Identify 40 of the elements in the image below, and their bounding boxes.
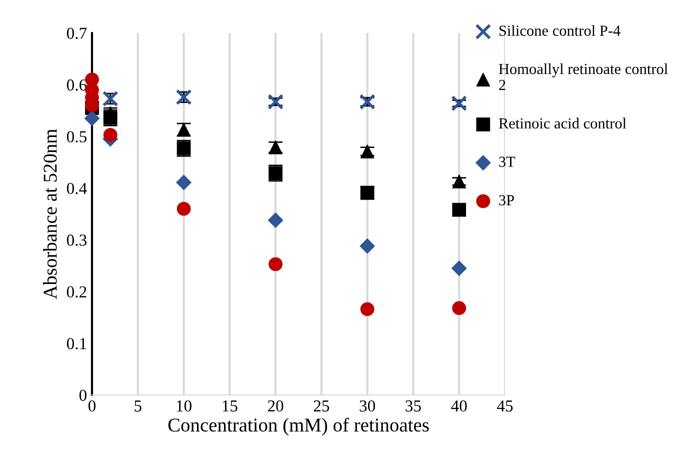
- y-tick-label: 0.3: [66, 234, 86, 246]
- point: [268, 212, 284, 228]
- point: [268, 257, 282, 272]
- y-axis-title: Absorbance at 520nm: [43, 128, 57, 300]
- x-tick-label: 15: [222, 400, 238, 412]
- point: [84, 110, 100, 126]
- x-tick-label: 35: [406, 400, 421, 412]
- point: [103, 128, 118, 142]
- legend-label: Homoallyl retinoate control 2: [498, 63, 668, 90]
- x-tick-label: 20: [268, 400, 284, 412]
- point: [268, 94, 284, 110]
- x-tick-label: 5: [134, 400, 142, 412]
- point: [359, 94, 376, 110]
- point: [360, 302, 374, 316]
- x-tick-label: 0: [88, 400, 96, 412]
- x-tick-label: 25: [314, 400, 330, 412]
- x-tick-label: 45: [496, 400, 513, 412]
- y-tick-label: 0.7: [66, 28, 87, 40]
- point: [360, 238, 375, 254]
- point: [451, 95, 468, 112]
- point: [452, 202, 466, 217]
- x-tick-label: 30: [360, 400, 376, 412]
- x-tick-label: 10: [176, 400, 192, 412]
- point: [176, 202, 191, 216]
- point: [452, 174, 466, 188]
- y-tick-label: 0.5: [66, 131, 86, 142]
- y-tick-label: 0.4: [66, 182, 87, 194]
- x-tick-label: 40: [451, 400, 467, 412]
- legend-label: Retinoic acid control: [498, 118, 626, 129]
- legend-label: Silicone control P-4: [499, 25, 620, 36]
- point: [360, 144, 374, 158]
- point: [176, 174, 192, 190]
- legend-label: 3T: [499, 156, 516, 167]
- y-tick-label: 0.1: [66, 338, 86, 350]
- legend-label: 3P: [499, 195, 514, 206]
- point: [451, 260, 467, 276]
- x-axis-title: Concentration (mM) of retinoates: [168, 418, 429, 436]
- y-tick-label: 0.2: [66, 286, 86, 298]
- y-tick-label: 0: [79, 390, 87, 401]
- point: [452, 301, 466, 316]
